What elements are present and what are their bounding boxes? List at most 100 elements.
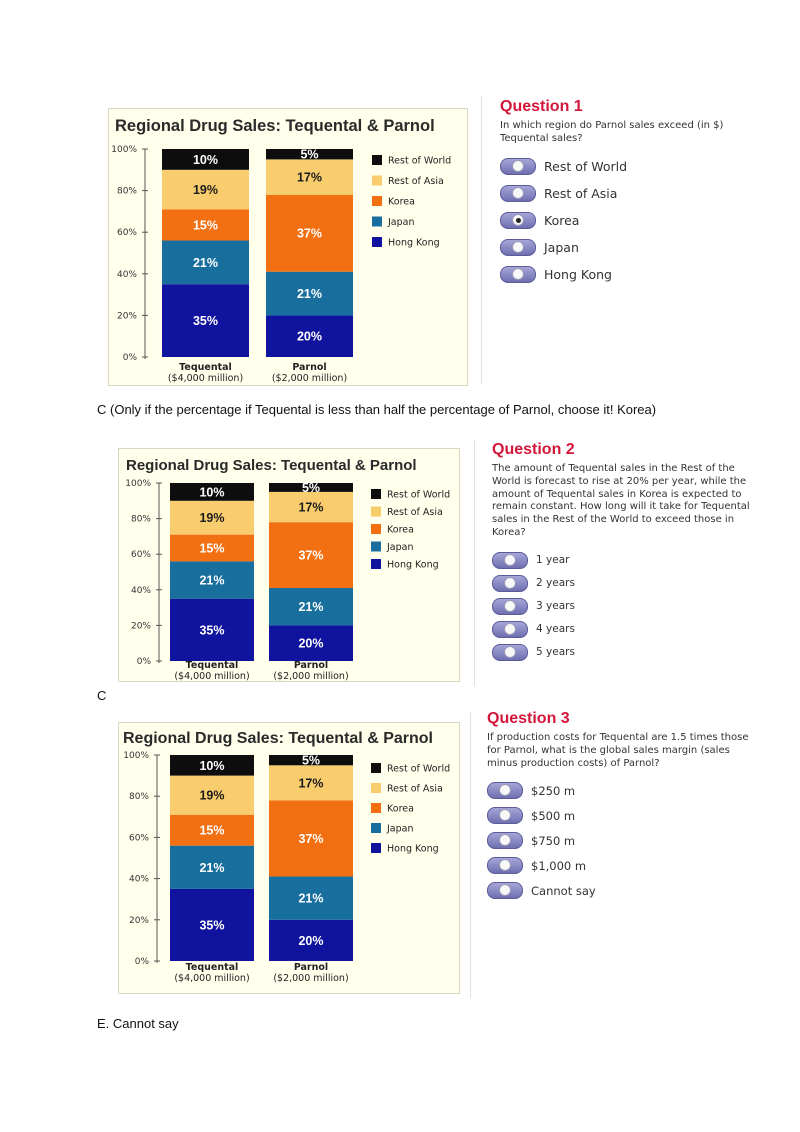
bar-segment: [162, 209, 249, 241]
y-tick-label: 20%: [131, 621, 151, 631]
data-label: 15%: [199, 541, 224, 555]
radio-button[interactable]: [487, 782, 523, 800]
category-label: Tequental: [179, 362, 232, 373]
category-sublabel: ($4,000 million): [174, 671, 249, 682]
answer-option-label: 4 years: [536, 623, 575, 636]
answer-option-label: 2 years: [536, 577, 575, 590]
bar-segment: [170, 755, 254, 776]
bar-segment: [170, 775, 254, 815]
answer-note: C (Only if the percentage if Tequental i…: [97, 402, 657, 417]
answer-option[interactable]: 5 years: [492, 643, 760, 661]
bar-segment: [269, 588, 353, 626]
data-label: 35%: [193, 314, 218, 328]
stacked-bar-chart-2: Regional Drug Sales: Tequental & Parnol 0…: [125, 457, 450, 682]
legend-label: Hong Kong: [388, 238, 440, 249]
radio-button[interactable]: [492, 597, 528, 615]
data-label: 21%: [297, 287, 322, 301]
answer-option[interactable]: Japan: [500, 238, 768, 256]
data-label: 21%: [199, 861, 224, 875]
bar-segment: [269, 522, 353, 589]
question-title: Question 3: [487, 710, 570, 727]
data-label: 35%: [199, 623, 224, 637]
radio-button[interactable]: [487, 882, 523, 900]
legend-swatch: [371, 541, 381, 552]
radio-button[interactable]: [492, 620, 528, 638]
legend-swatch: [372, 196, 382, 206]
answer-option-label: 3 years: [536, 600, 575, 613]
answer-option[interactable]: Korea: [500, 211, 768, 229]
category-label: Parnol: [294, 660, 328, 671]
data-label: 37%: [298, 832, 323, 846]
stacked-bar-chart-3: Regional Drug Sales: Tequental & Parnol 0…: [123, 730, 450, 984]
y-tick-label: 80%: [131, 515, 151, 525]
answer-option[interactable]: Cannot say: [487, 882, 762, 900]
data-label: 19%: [193, 183, 218, 197]
legend-label: Japan: [386, 824, 414, 835]
data-label: 5%: [300, 148, 318, 162]
bar-segment: [170, 598, 254, 661]
answer-option[interactable]: $500 m: [487, 807, 762, 825]
answer-option-label: Japan: [544, 239, 579, 255]
answer-option[interactable]: $750 m: [487, 832, 762, 850]
legend-swatch: [371, 783, 381, 793]
radio-button[interactable]: [487, 857, 523, 875]
category-sublabel: ($2,000 million): [272, 373, 347, 384]
y-tick-label: 60%: [131, 550, 151, 560]
data-label: 19%: [199, 511, 224, 525]
data-label: 10%: [199, 759, 224, 773]
bar-segment: [170, 845, 254, 889]
bar-segment: [170, 888, 254, 961]
question-text: In which region do Parnol sales exceed (…: [500, 120, 724, 144]
radio-button[interactable]: [500, 211, 536, 229]
answer-option[interactable]: $1,000 m: [487, 857, 762, 875]
bar-segment: [266, 315, 353, 357]
question-panel-3: Question 3 If production costs for Teque…: [487, 710, 762, 907]
data-label: 21%: [193, 256, 218, 270]
answer-option[interactable]: Rest of World: [500, 157, 768, 175]
data-label: 19%: [199, 789, 224, 803]
chart-title: Regional Drug Sales: Tequental & Parnol: [126, 457, 417, 474]
answer-option[interactable]: Rest of Asia: [500, 184, 768, 202]
radio-button[interactable]: [492, 551, 528, 569]
legend-label: Korea: [387, 525, 414, 536]
answer-option[interactable]: Hong Kong: [500, 265, 768, 283]
bar-segment: [170, 814, 254, 846]
chart-title: Regional Drug Sales: Tequental & Parnol: [123, 730, 433, 747]
radio-button[interactable]: [492, 574, 528, 592]
radio-button[interactable]: [487, 807, 523, 825]
answer-option[interactable]: 2 years: [492, 574, 760, 592]
y-tick-label: 60%: [117, 228, 137, 238]
chart-panel-3: Regional Drug Sales: Tequental & Parnol 0…: [118, 722, 460, 994]
radio-button[interactable]: [500, 157, 536, 175]
category-label: Parnol: [294, 962, 328, 973]
question-text: The amount of Tequental sales in the Res…: [492, 463, 750, 538]
answer-option[interactable]: 1 year: [492, 551, 760, 569]
category-sublabel: ($4,000 million): [174, 973, 249, 984]
category-label: Tequental: [186, 660, 239, 671]
bar-segment: [170, 534, 254, 562]
data-label: 15%: [199, 824, 224, 838]
y-tick-label: 40%: [117, 270, 137, 280]
divider-line: [470, 712, 471, 998]
answer-option[interactable]: $250 m: [487, 782, 762, 800]
radio-button[interactable]: [500, 265, 536, 283]
data-label: 35%: [199, 918, 224, 932]
radio-button[interactable]: [500, 238, 536, 256]
bar-segment: [269, 755, 353, 766]
data-label: 37%: [298, 549, 323, 563]
data-label: 37%: [297, 227, 322, 241]
answer-option-label: 5 years: [536, 646, 575, 659]
radio-button[interactable]: [487, 832, 523, 850]
y-tick-label: 80%: [129, 792, 149, 802]
legend-label: Rest of Asia: [387, 507, 443, 518]
category-sublabel: ($4,000 million): [168, 373, 243, 384]
answer-options: 1 year 2 years 3 years 4 years 5 years: [492, 551, 760, 661]
answer-option[interactable]: 3 years: [492, 597, 760, 615]
bar-segment: [170, 500, 254, 535]
radio-button[interactable]: [492, 643, 528, 661]
bar-segment: [269, 625, 353, 661]
bar-segment: [162, 240, 249, 285]
bar-segment: [266, 194, 353, 272]
answer-option[interactable]: 4 years: [492, 620, 760, 638]
radio-button[interactable]: [500, 184, 536, 202]
